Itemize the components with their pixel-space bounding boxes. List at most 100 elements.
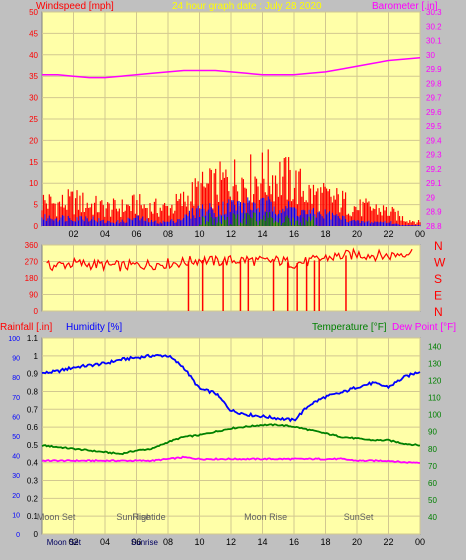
tick-labels-layer: 0202040406060808101012121414161618182020… — [8, 8, 446, 547]
wind-axis-title: Windspeed [mph] — [36, 1, 114, 12]
x-tick-label: 20 — [352, 229, 362, 239]
temperature-tick-label: 130 — [428, 360, 442, 369]
windspeed-tick-label: 25 — [29, 115, 38, 124]
rainfall-tick-label: 0.3 — [27, 477, 39, 486]
barometer-tick-label: 29.7 — [426, 94, 442, 103]
series-lines-layer — [41, 56, 421, 464]
x-tick-label: 12 — [226, 537, 236, 547]
wind-direction-line — [46, 247, 413, 273]
x-tick-label: 14 — [257, 537, 267, 547]
grid-layer — [42, 11, 421, 535]
x-tick-label: 10 — [194, 537, 204, 547]
windspeed-tick-label: 5 — [34, 201, 39, 210]
astronomy-marker: Moon Set — [37, 512, 76, 522]
barometer-tick-label: 30.1 — [426, 37, 442, 46]
humidity-tick-label: 60 — [12, 414, 20, 421]
barometer-tick-label: 29.6 — [426, 108, 442, 117]
compass-label: S — [434, 272, 442, 286]
astronomy-marker: SunSet — [344, 512, 374, 522]
x-tick-label: 06 — [131, 229, 141, 239]
x-tick-label: 16 — [289, 537, 299, 547]
temperature-tick-label: 70 — [428, 462, 437, 471]
x-tick-label: 14 — [257, 229, 267, 239]
dewpoint-axis-title: Dew Point [°F] — [392, 322, 456, 333]
x-tick-label: 02 — [68, 537, 78, 547]
x-tick-label: 12 — [226, 229, 236, 239]
humidity-tick-label: 30 — [12, 473, 20, 480]
temperature-tick-label: 120 — [428, 377, 442, 386]
x-tick-label: 00 — [415, 537, 425, 547]
rainfall-tick-label: 0.2 — [27, 494, 39, 503]
barometer-tick-label: 30 — [426, 51, 435, 60]
humidity-line — [41, 353, 421, 423]
barometer-axis-title: Barometer [.in] — [372, 1, 438, 12]
temperature-tick-label: 100 — [428, 411, 442, 420]
temperature-tick-label: 140 — [428, 343, 442, 352]
barometer-tick-label: 28.9 — [426, 208, 442, 217]
barometer-tick-label: 29 — [426, 193, 435, 202]
humidity-tick-label: 40 — [12, 454, 20, 461]
temperature-tick-label: 60 — [428, 479, 437, 488]
x-tick-label: 22 — [383, 537, 393, 547]
windspeed-tick-label: 40 — [29, 51, 38, 60]
dewpoint-line — [41, 455, 421, 464]
barometer-tick-label: 29.8 — [426, 79, 442, 88]
compass-label: E — [434, 289, 442, 303]
temperature-tick-label: 80 — [428, 445, 437, 454]
x-tick-label: 20 — [352, 537, 362, 547]
humidity-axis-title: Humidity [%] — [66, 322, 122, 333]
moonset-bottom-label: Moon Set — [47, 538, 82, 547]
direction-tick-label: 180 — [25, 274, 39, 283]
direction-tick-label: 90 — [29, 291, 38, 300]
barometer-line — [42, 56, 421, 79]
x-tick-label: 04 — [100, 229, 110, 239]
rainfall-axis-title: Rainfall [.in] — [0, 322, 52, 333]
x-tick-label: 18 — [320, 537, 330, 547]
compass-label: W — [434, 256, 446, 270]
humidity-tick-label: 10 — [12, 512, 20, 519]
x-tick-label: 04 — [100, 537, 110, 547]
humidity-tick-label: 0 — [16, 532, 20, 539]
humidity-tick-label: 70 — [12, 395, 20, 402]
x-tick-label: 18 — [320, 229, 330, 239]
rainfall-tick-label: 0.7 — [27, 405, 39, 414]
rainfall-tick-label: 0.6 — [27, 423, 39, 432]
direction-tick-label: 360 — [25, 241, 39, 250]
rainfall-tick-label: 1 — [34, 352, 39, 361]
x-tick-label: 22 — [383, 229, 393, 239]
humidity-tick-label: 90 — [12, 356, 20, 363]
rainfall-tick-label: 0 — [34, 530, 39, 539]
humidity-tick-label: 20 — [12, 493, 20, 500]
windspeed-tick-label: 10 — [29, 179, 38, 188]
windspeed-tick-label: 20 — [29, 136, 38, 145]
astronomy-marker: SunRise — [116, 512, 150, 522]
rainfall-tick-label: 0.9 — [27, 370, 39, 379]
graph-date-title: 24 hour graph date : July 28 2020 — [172, 1, 322, 12]
rainfall-tick-label: 0.5 — [27, 441, 39, 450]
rainfall-tick-label: 0.4 — [27, 459, 39, 468]
barometer-tick-label: 29.3 — [426, 151, 442, 160]
x-tick-label: 08 — [163, 537, 173, 547]
windspeed-tick-label: 30 — [29, 94, 38, 103]
barometer-tick-label: 30.3 — [426, 8, 442, 17]
x-tick-label: 00 — [415, 229, 425, 239]
x-tick-label: 02 — [68, 229, 78, 239]
barometer-tick-label: 29.9 — [426, 65, 442, 74]
temperature-tick-label: 90 — [428, 428, 437, 437]
temperature-tick-label: 40 — [428, 513, 437, 522]
direction-tick-label: 0 — [34, 307, 39, 316]
astronomy-marker: Moon Rise — [244, 512, 287, 522]
temperature-tick-label: 110 — [428, 394, 441, 403]
astronomy-marker: Hightide — [133, 512, 166, 522]
rainfall-tick-label: 1.1 — [27, 334, 39, 343]
windspeed-tick-label: 50 — [29, 8, 38, 17]
x-tick-label: 08 — [163, 229, 173, 239]
temperature-line — [41, 423, 421, 456]
temperature-tick-label: 50 — [428, 496, 437, 505]
windspeed-tick-label: 15 — [29, 158, 38, 167]
barometer-tick-label: 29.5 — [426, 122, 442, 131]
x-tick-label: 06 — [131, 537, 141, 547]
